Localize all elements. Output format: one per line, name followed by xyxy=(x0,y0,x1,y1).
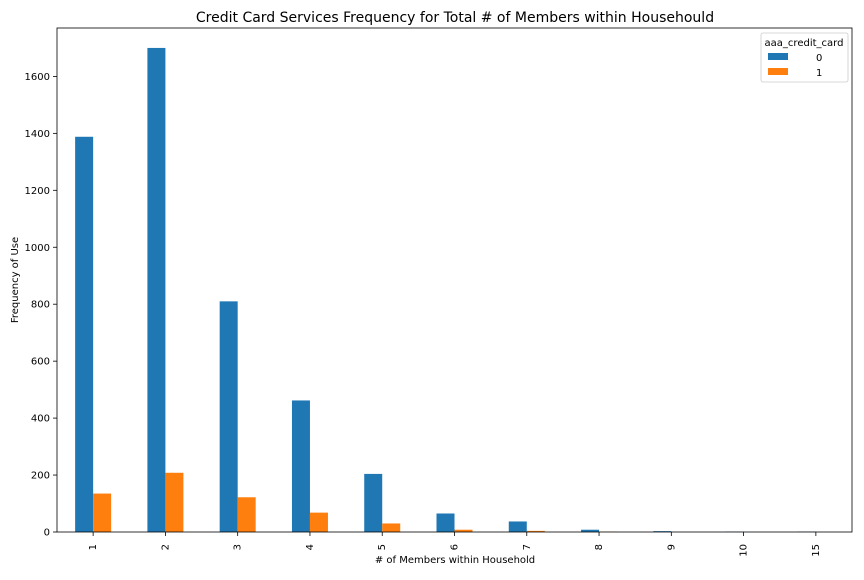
bar-0-5 xyxy=(364,474,382,532)
bar-1-2 xyxy=(165,473,183,532)
x-tick-label: 10 xyxy=(739,544,750,557)
y-axis: 0 200 400 600 800 1000 1200 1400 1600 xyxy=(25,72,57,539)
x-tick-label: 6 xyxy=(450,544,461,550)
x-tick-label: 3 xyxy=(233,544,244,550)
bar-1-1 xyxy=(93,494,111,532)
bar-1-5 xyxy=(382,523,400,532)
bar-1-3 xyxy=(238,497,256,532)
bar-0-6 xyxy=(437,513,455,532)
x-tick-label: 2 xyxy=(160,544,171,550)
chart-title: Credit Card Services Frequency for Total… xyxy=(196,10,714,26)
x-tick-label: 9 xyxy=(666,544,677,550)
plot-frame xyxy=(57,28,852,532)
bar-1-4 xyxy=(310,513,328,532)
bar-0-1 xyxy=(75,137,93,532)
bar-0-7 xyxy=(509,521,527,532)
bar-0-3 xyxy=(220,301,238,532)
legend-title: aaa_credit_card xyxy=(765,38,844,49)
legend-swatch-1 xyxy=(768,68,788,75)
y-tick-label: 800 xyxy=(31,300,50,311)
x-tick-label: 4 xyxy=(305,544,316,550)
x-tick-label: 1 xyxy=(88,544,99,550)
legend-label-1: 1 xyxy=(816,68,822,79)
x-tick-label: 7 xyxy=(522,544,533,550)
x-axis-label: # of Members within Household xyxy=(375,555,535,566)
x-tick-label: 15 xyxy=(811,544,822,557)
legend: aaa_credit_card 0 1 xyxy=(761,33,848,82)
y-tick-label: 1000 xyxy=(25,243,50,254)
bar-0-2 xyxy=(147,48,165,532)
y-axis-label: Frequency of Use xyxy=(10,237,21,323)
y-tick-label: 400 xyxy=(31,414,50,425)
y-tick-label: 1600 xyxy=(25,72,50,83)
x-tick-label: 8 xyxy=(594,544,605,550)
y-tick-label: 1200 xyxy=(25,186,50,197)
bar-series-group xyxy=(75,48,816,532)
legend-label-0: 0 xyxy=(816,53,822,64)
y-tick-label: 0 xyxy=(44,528,50,539)
y-tick-label: 200 xyxy=(31,471,50,482)
legend-swatch-0 xyxy=(768,53,788,60)
y-tick-label: 1400 xyxy=(25,129,50,140)
y-tick-label: 600 xyxy=(31,357,50,368)
bar-0-4 xyxy=(292,400,310,532)
x-axis: 1 2 3 4 5 6 7 8 9 10 15 xyxy=(88,532,822,557)
x-tick-label: 5 xyxy=(377,544,388,550)
